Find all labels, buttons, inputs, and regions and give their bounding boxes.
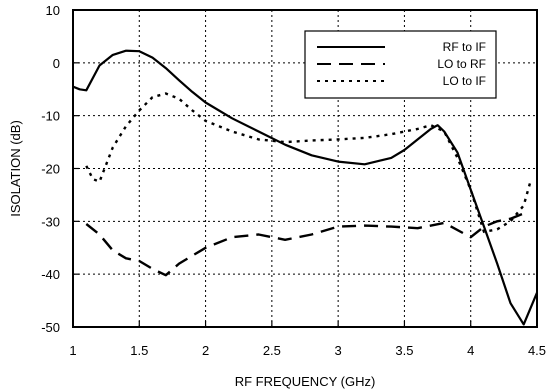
x-tick-label: 3.5 [395,343,413,358]
y-tick-label: -20 [41,162,60,177]
legend-label-lo-to-if: LO to IF [443,74,486,88]
series-line-lo-to-if [85,92,532,234]
legend-item-lo-to-rf: LO to RF [317,57,486,71]
x-tick-label: 1 [69,343,76,358]
tick-labels: 1 1.5 2 2.5 3 3.5 4 4.5 10 0 -10 -20 -30 -40 -50 [41,3,546,358]
y-tick-label: 10 [46,3,60,18]
series-layer [72,49,539,326]
legend-item-lo-to-if: LO to IF [317,74,486,88]
legend-label-lo-to-rf: LO to RF [437,57,486,71]
x-tick-label: 2.5 [263,343,281,358]
y-tick-label: 0 [53,56,60,71]
legend-item-rf-to-if: RF to IF [317,40,486,54]
x-tick-label: 4.5 [528,343,546,358]
y-tick-label: -50 [41,320,60,335]
legend: RF to IF LO to RF LO to IF [304,30,497,99]
series-line-lo-to-rf [85,212,525,277]
x-tick-label: 4 [467,343,474,358]
legend-box [304,30,497,99]
x-tick-label: 1.5 [130,343,148,358]
legend-label-rf-to-if: RF to IF [443,40,486,54]
series-line-rf-to-if [72,49,539,326]
y-tick-label: -10 [41,109,60,124]
x-tick-label: 2 [202,343,209,358]
y-tick-label: -40 [41,267,60,282]
y-tick-label: -30 [41,214,60,229]
y-axis-title: ISOLATION (dB) [8,120,23,217]
x-axis-title: RF FREQUENCY (GHz) [235,374,376,389]
x-tick-label: 3 [335,343,342,358]
